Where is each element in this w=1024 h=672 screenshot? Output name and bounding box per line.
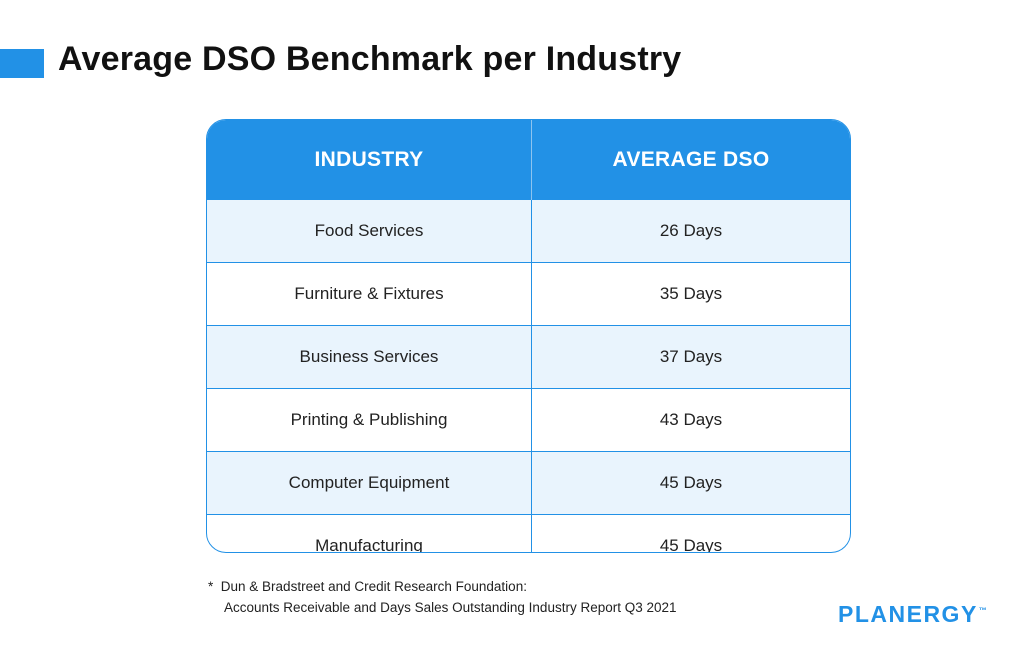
industry-cell: Furniture & Fixtures (207, 262, 532, 326)
trademark-mark: ™ (978, 606, 987, 616)
source-footnote: * Dun & Bradstreet and Credit Research F… (208, 576, 677, 618)
dso-cell: 26 Days (531, 199, 850, 263)
dso-table: INDUSTRY AVERAGE DSO Food Services 26 Da… (207, 120, 850, 552)
dso-cell: 45 Days (531, 514, 850, 552)
industry-cell: Food Services (207, 199, 532, 263)
dso-cell: 37 Days (531, 325, 850, 389)
industry-cell: Printing & Publishing (207, 388, 532, 452)
industry-cell: Computer Equipment (207, 451, 532, 515)
planergy-logo: PLANERGY™ (838, 601, 987, 628)
page-title: Average DSO Benchmark per Industry (58, 40, 682, 78)
table-row: Furniture & Fixtures 35 Days (207, 262, 850, 326)
dso-table-container: INDUSTRY AVERAGE DSO Food Services 26 Da… (206, 119, 851, 553)
title-accent-bar (0, 49, 44, 78)
dso-cell: 43 Days (531, 388, 850, 452)
table-row: Manufacturing 45 Days (207, 514, 850, 552)
table-row: Printing & Publishing 43 Days (207, 388, 850, 452)
table-row: Food Services 26 Days (207, 199, 850, 263)
dso-cell: 45 Days (531, 451, 850, 515)
table-row: Computer Equipment 45 Days (207, 451, 850, 515)
logo-text: PLANERGY (838, 601, 978, 627)
footnote-source-text: Dun & Bradstreet and Credit Research Fou… (220, 579, 527, 594)
column-header-industry: INDUSTRY (207, 120, 532, 200)
table-header-row: INDUSTRY AVERAGE DSO (207, 120, 850, 200)
table-row: Business Services 37 Days (207, 325, 850, 389)
footnote-line-1: * Dun & Bradstreet and Credit Research F… (208, 576, 677, 597)
footnote-line-2: Accounts Receivable and Days Sales Outst… (224, 600, 677, 615)
footnote-marker: * (208, 579, 214, 594)
column-header-average-dso: AVERAGE DSO (531, 120, 850, 200)
industry-cell: Manufacturing (207, 514, 532, 552)
industry-cell: Business Services (207, 325, 532, 389)
dso-cell: 35 Days (531, 262, 850, 326)
